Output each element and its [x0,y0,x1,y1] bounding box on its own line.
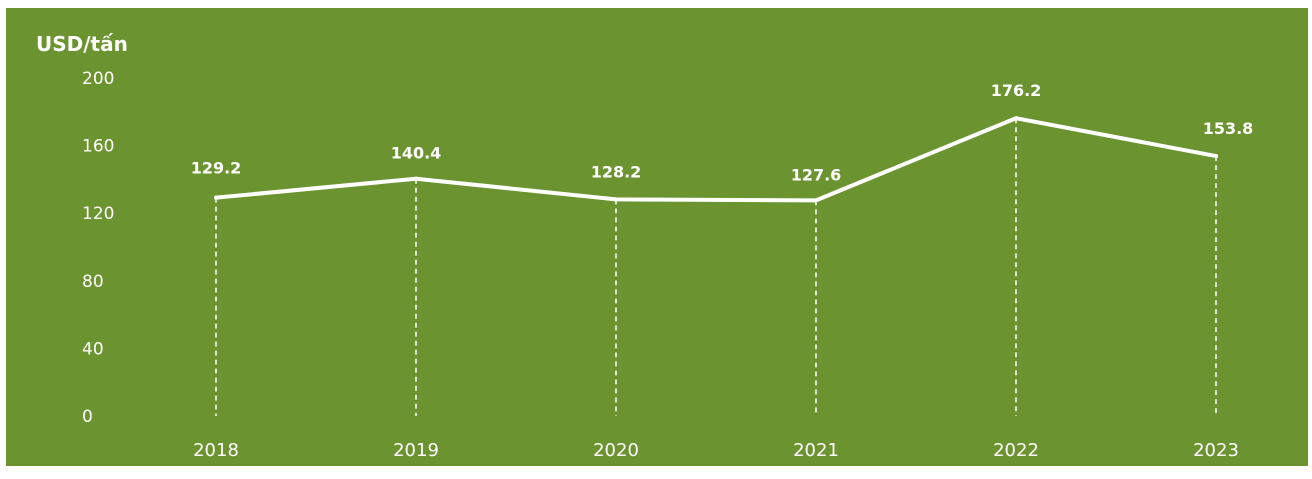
x-tick-label: 2019 [393,440,439,461]
x-tick-label: 2020 [593,440,639,461]
data-point [614,197,618,202]
data-labels: 129.2 140.4 128.2 127.6 176.2 153.8 [191,81,1254,184]
x-tick-label: 2022 [993,440,1039,461]
y-tick-label: 200 [82,69,114,89]
data-point [1214,154,1218,159]
data-point [414,176,418,181]
y-tick-label: 80 [82,272,104,292]
data-label: 176.2 [991,81,1042,100]
y-tick-label: 0 [82,407,93,427]
y-tick-labels: 0 40 80 120 160 200 [82,69,114,427]
data-label: 153.8 [1203,119,1254,138]
y-tick-label: 40 [82,339,104,359]
y-tick-label: 120 [82,204,114,224]
y-tick-label: 160 [82,137,114,157]
data-label: 127.6 [791,165,842,184]
y-axis-label: USD/tấn [36,32,128,56]
x-tick-label: 2021 [793,440,839,461]
x-tick-label: 2018 [193,440,239,461]
data-label: 129.2 [191,159,242,178]
series-line-group [214,116,1218,203]
data-label: 140.4 [391,144,442,163]
chart-panel: USD/tấn 0 40 80 120 160 200 2018 2019 2020 2021 2… [6,8,1308,466]
series-line [214,116,1218,203]
data-label: 128.2 [591,162,642,181]
data-point [1014,116,1018,121]
data-point [814,198,818,203]
data-point [214,195,218,200]
x-tick-labels: 2018 2019 2020 2021 2022 2023 [193,440,1239,461]
x-tick-label: 2023 [1193,440,1239,461]
drop-lines [215,118,1217,416]
